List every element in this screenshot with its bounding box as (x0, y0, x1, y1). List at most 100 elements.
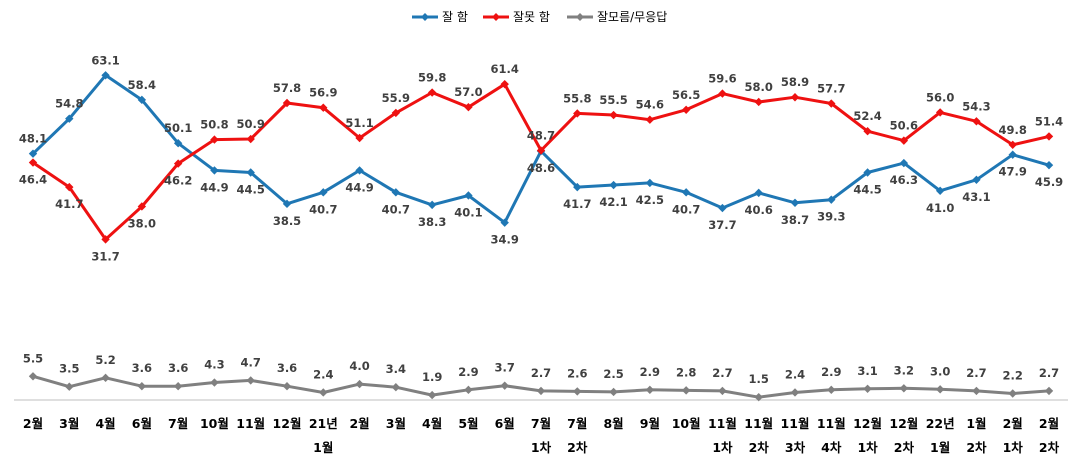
data-point (609, 387, 618, 397)
data-point (790, 198, 800, 207)
data-point (645, 385, 655, 395)
x-tick-label: 10월 (672, 416, 701, 431)
data-point (282, 98, 292, 108)
legend: 잘 함 잘못 함 잘모름/무응답 (412, 10, 667, 24)
data-label: 2.7 (966, 366, 986, 380)
data-label: 58.9 (781, 75, 809, 89)
data-label: 4.0 (349, 359, 369, 373)
data-point (101, 373, 110, 383)
data-point (573, 182, 582, 192)
x-tick-label: 7월 (531, 416, 551, 431)
x-tick-label: 2차 (1039, 440, 1060, 455)
x-tick-label: 4차 (821, 440, 842, 455)
data-label: 42.5 (636, 193, 664, 207)
data-point (935, 385, 945, 394)
data-label: 34.9 (491, 233, 519, 247)
data-label: 46.3 (890, 173, 918, 187)
data-label: 41.7 (563, 197, 591, 211)
data-point (899, 136, 909, 145)
x-tick-label: 6월 (495, 416, 515, 431)
data-point (101, 71, 110, 80)
data-point (319, 188, 328, 197)
data-point (790, 388, 800, 397)
x-tick-label: 1월 (313, 440, 333, 455)
legend-swatch-marker (421, 13, 429, 21)
x-tick-label: 11월 (708, 416, 737, 431)
data-point (718, 89, 727, 98)
data-point (972, 117, 981, 126)
x-tick-label: 12월 (853, 416, 882, 431)
data-point (681, 386, 691, 395)
data-label: 43.1 (962, 190, 990, 204)
data-label: 58.4 (128, 78, 156, 92)
data-point (246, 376, 255, 385)
data-point (319, 103, 328, 112)
data-point (101, 235, 110, 244)
data-label: 46.4 (19, 173, 47, 187)
data-point (645, 178, 655, 188)
data-point (173, 139, 183, 148)
data-label: 1.5 (749, 372, 769, 386)
data-label: 3.6 (168, 361, 188, 375)
data-label: 5.5 (23, 351, 43, 365)
data-point (754, 188, 763, 198)
data-point (28, 149, 38, 158)
x-tick-label: 1차 (712, 440, 733, 455)
legend-item-3: 잘모름/무응답 (567, 10, 667, 24)
data-label: 40.7 (382, 202, 410, 216)
data-label: 3.0 (930, 364, 950, 378)
data-point (173, 381, 183, 391)
data-label: 46.2 (164, 174, 192, 188)
data-label: 55.9 (382, 91, 410, 105)
data-point (573, 387, 582, 396)
legend-item-2: 잘못 함 (483, 10, 550, 24)
data-point (536, 146, 546, 155)
data-point (282, 199, 292, 209)
data-label: 38.7 (781, 213, 809, 227)
x-tick-label: 10월 (200, 416, 229, 431)
data-point (173, 159, 183, 168)
data-label: 2.7 (1039, 366, 1059, 380)
data-point (246, 134, 255, 144)
data-label: 44.5 (853, 182, 881, 196)
data-point (355, 379, 364, 389)
data-point (863, 384, 872, 394)
x-tick-label: 11월 (744, 416, 773, 431)
data-label: 4.3 (204, 358, 224, 372)
data-label: 1.9 (422, 370, 442, 384)
data-label: 50.9 (237, 117, 265, 131)
data-label: 41.7 (55, 197, 83, 211)
legend-swatch-marker (492, 13, 500, 21)
data-label: 48.6 (527, 161, 555, 175)
data-label-layer: 48.1 46.4 5.5 54.8 41.7 3.5 63.1 31.7 5.2 58.4 38.… (19, 53, 1063, 386)
data-label: 44.5 (237, 182, 265, 196)
data-label: 38.0 (128, 216, 156, 230)
legend-label: 잘못 함 (513, 10, 550, 24)
x-tick-label: 7월 (168, 416, 188, 431)
data-point (1008, 150, 1017, 159)
data-point (1044, 132, 1054, 141)
data-label: 5.2 (95, 353, 115, 367)
data-point (899, 158, 909, 168)
data-point (827, 385, 836, 395)
x-tick-label: 1월 (966, 416, 986, 431)
data-label: 51.4 (1035, 114, 1063, 128)
data-point (355, 133, 364, 143)
data-label: 50.1 (164, 121, 192, 135)
x-tick-label: 11월 (817, 416, 846, 431)
data-label: 57.0 (454, 85, 482, 99)
data-point (972, 386, 981, 396)
x-tick-layer: 2월 3월 4월 6월 7월 10월 11월 12월 21년 1월 2월 3월 4월 5월 6월 7월 1차 7월… (23, 416, 1060, 455)
data-label: 2.4 (785, 367, 805, 381)
data-point (210, 166, 219, 175)
data-label: 56.0 (926, 90, 954, 104)
data-point (972, 175, 981, 185)
data-label: 56.9 (309, 86, 337, 100)
data-label: 59.8 (418, 71, 446, 85)
data-label: 2.8 (676, 365, 696, 379)
legend-label: 잘모름/무응답 (597, 10, 667, 24)
data-point (65, 382, 74, 391)
x-tick-label: 22년 (926, 416, 955, 431)
data-label: 3.2 (894, 363, 914, 377)
series-2 (28, 79, 1054, 244)
